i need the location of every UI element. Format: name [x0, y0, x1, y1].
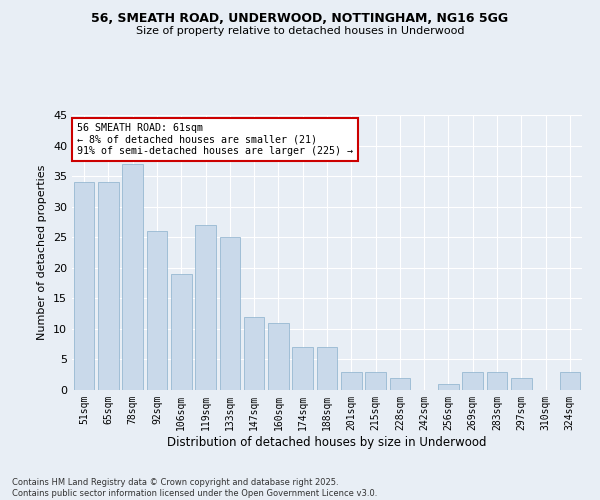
Bar [171, 274, 191, 390]
Bar [560, 372, 580, 390]
Bar [365, 372, 386, 390]
Bar [438, 384, 459, 390]
Bar [122, 164, 143, 390]
Bar [317, 347, 337, 390]
Bar [487, 372, 508, 390]
Bar [195, 225, 216, 390]
Text: Contains HM Land Registry data © Crown copyright and database right 2025.
Contai: Contains HM Land Registry data © Crown c… [12, 478, 377, 498]
X-axis label: Distribution of detached houses by size in Underwood: Distribution of detached houses by size … [167, 436, 487, 448]
Text: 56 SMEATH ROAD: 61sqm
← 8% of detached houses are smaller (21)
91% of semi-detac: 56 SMEATH ROAD: 61sqm ← 8% of detached h… [77, 123, 353, 156]
Text: Size of property relative to detached houses in Underwood: Size of property relative to detached ho… [136, 26, 464, 36]
Bar [511, 378, 532, 390]
Bar [244, 316, 265, 390]
Y-axis label: Number of detached properties: Number of detached properties [37, 165, 47, 340]
Bar [98, 182, 119, 390]
Bar [146, 231, 167, 390]
Text: 56, SMEATH ROAD, UNDERWOOD, NOTTINGHAM, NG16 5GG: 56, SMEATH ROAD, UNDERWOOD, NOTTINGHAM, … [91, 12, 509, 26]
Bar [220, 237, 240, 390]
Bar [341, 372, 362, 390]
Bar [292, 347, 313, 390]
Bar [389, 378, 410, 390]
Bar [463, 372, 483, 390]
Bar [268, 323, 289, 390]
Bar [74, 182, 94, 390]
